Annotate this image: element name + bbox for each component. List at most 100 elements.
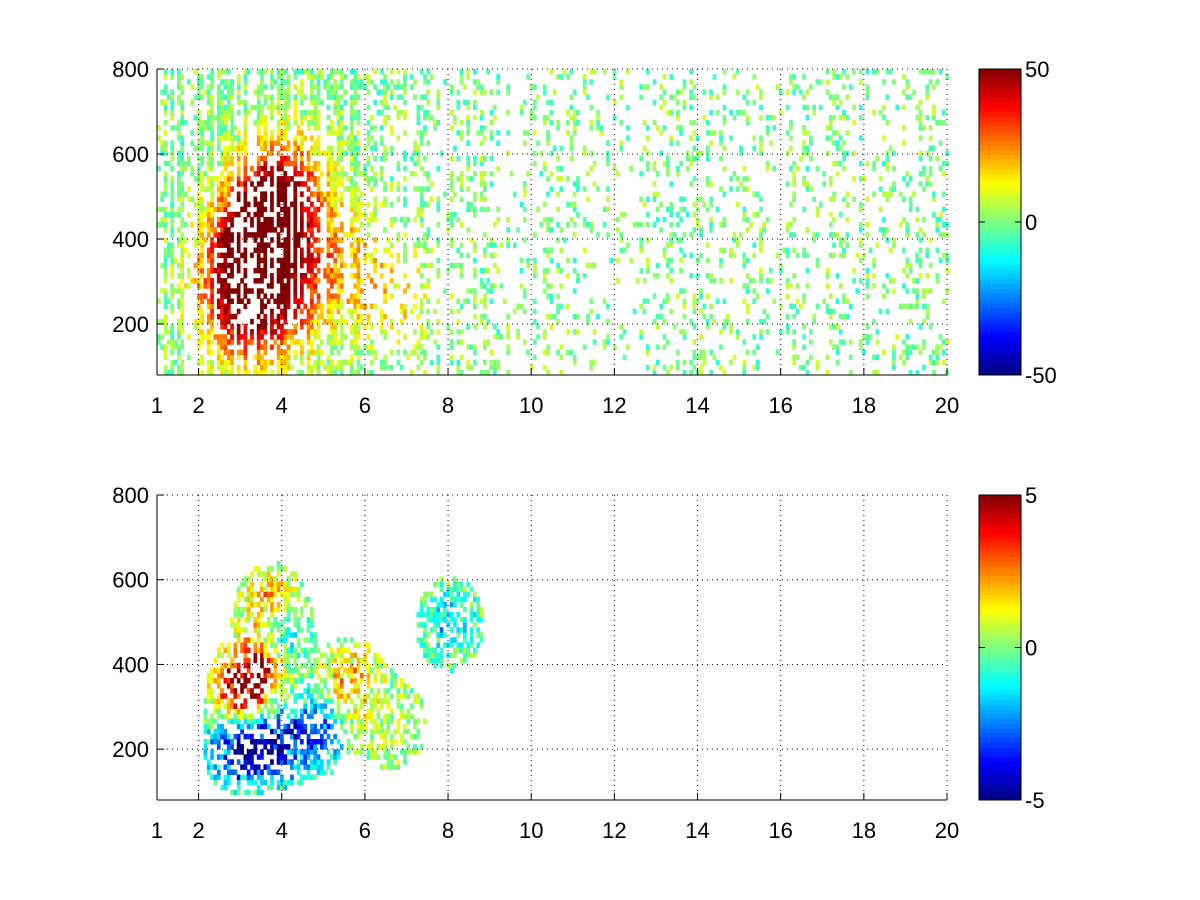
heatmap-cell (220, 693, 224, 699)
heatmap-cell (300, 120, 304, 126)
heatmap-cell (226, 262, 231, 269)
heatmap-cell (339, 313, 344, 320)
heatmap-cell (296, 591, 301, 598)
heatmap-cell (210, 104, 214, 111)
heatmap-cell (210, 186, 214, 192)
heatmap-cell (223, 339, 228, 345)
heatmap-cell (646, 262, 650, 269)
heatmap-cell (373, 662, 377, 669)
heatmap-cell (436, 237, 441, 243)
heatmap-cell (163, 186, 168, 192)
heatmap-cell (223, 369, 228, 376)
heatmap-cell (180, 242, 184, 248)
heatmap-cell (423, 354, 427, 361)
heatmap-cell (466, 176, 470, 182)
heatmap-cell (386, 728, 391, 735)
heatmap-cell (330, 329, 334, 335)
heatmap-cell (363, 693, 367, 699)
heatmap-cell (935, 222, 940, 228)
heatmap-cell (203, 739, 208, 745)
heatmap-cell (276, 232, 281, 238)
heatmap-cell (280, 298, 284, 304)
heatmap-cell (243, 334, 248, 340)
heatmap-cell (366, 318, 371, 325)
heatmap-cell (280, 155, 284, 162)
heatmap-cell (559, 267, 564, 274)
heatmap-cell (489, 242, 494, 248)
heatmap-cell (276, 303, 281, 310)
heatmap-cell (293, 201, 298, 208)
heatmap-cell (383, 728, 387, 735)
heatmap-cell (280, 176, 284, 182)
heatmap-cell (336, 652, 341, 659)
heatmap-cell (260, 733, 264, 740)
heatmap-cell (336, 135, 341, 141)
heatmap-cell (722, 191, 727, 197)
heatmap-cell (403, 99, 407, 106)
heatmap-cell (569, 216, 574, 223)
heatmap-cell (802, 150, 806, 157)
heatmap-cell (742, 262, 747, 269)
heatmap-cell (356, 227, 361, 233)
heatmap-cell (379, 165, 384, 172)
heatmap-cell (473, 171, 477, 177)
heatmap-cell (266, 713, 271, 720)
heatmap-cell (928, 288, 933, 294)
heatmap-cell (343, 698, 347, 704)
heatmap-cell (196, 130, 201, 136)
heatmap-cell (323, 267, 327, 274)
heatmap-cell (942, 191, 946, 197)
heatmap-cell (256, 672, 261, 679)
heatmap-cell (426, 318, 431, 325)
heatmap-cell (729, 247, 733, 253)
heatmap-cell (449, 211, 454, 218)
heatmap-cell (316, 237, 321, 243)
heatmap-cell (493, 364, 497, 371)
heatmap-cell (792, 339, 796, 345)
heatmap-cell (346, 308, 351, 315)
heatmap-cell (270, 759, 274, 765)
heatmap-cell (326, 354, 331, 361)
heatmap-cell (260, 688, 264, 694)
heatmap-cell (243, 718, 248, 725)
heatmap-cell (639, 171, 643, 177)
heatmap-cell (220, 728, 224, 735)
heatmap-cell (872, 160, 876, 167)
heatmap-cell (300, 308, 304, 315)
heatmap-cell (922, 171, 926, 177)
heatmap-cell (832, 99, 836, 106)
heatmap-cell (606, 186, 610, 192)
heatmap-cell (213, 708, 218, 714)
heatmap-cell (426, 324, 431, 330)
heatmap-cell (170, 140, 174, 146)
heatmap-cell (675, 99, 680, 106)
heatmap-cell (213, 267, 218, 274)
heatmap-cell (349, 713, 354, 720)
heatmap-cell (546, 191, 550, 197)
heatmap-cell (310, 145, 314, 151)
heatmap-cell (376, 728, 381, 735)
heatmap-cell (240, 703, 244, 709)
heatmap-cell (230, 349, 234, 355)
heatmap-cell (902, 359, 906, 366)
heatmap-cell (792, 329, 796, 335)
heatmap-cell (885, 196, 890, 202)
heatmap-cell (223, 104, 228, 111)
heatmap-cell (190, 278, 194, 284)
heatmap-cell (167, 94, 171, 100)
heatmap-cell (283, 222, 288, 228)
heatmap-cell (386, 754, 391, 760)
heatmap-cell (316, 298, 321, 304)
heatmap-cell (838, 145, 843, 151)
heatmap-cell (210, 298, 214, 304)
heatmap-cell (456, 176, 461, 182)
heatmap-cell (349, 728, 354, 735)
heatmap-cell (349, 262, 354, 269)
heatmap-cell (426, 283, 431, 289)
heatmap-cell (233, 647, 238, 653)
heatmap-cell (449, 125, 454, 131)
heatmap-cell (343, 637, 347, 643)
heatmap-cell (170, 94, 174, 100)
heatmap-cell (180, 257, 184, 264)
heatmap-cell (386, 114, 391, 121)
